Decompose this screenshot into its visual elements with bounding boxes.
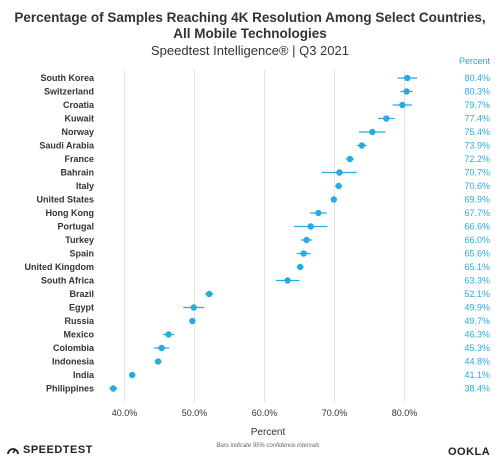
value-label: 65.1% bbox=[464, 262, 490, 272]
x-tick-label: 70.0% bbox=[322, 408, 348, 418]
category-label: United States bbox=[36, 195, 94, 205]
value-label: 70.6% bbox=[464, 181, 490, 191]
value-label: 63.3% bbox=[464, 276, 490, 286]
data-point bbox=[284, 277, 291, 284]
category-label: Russia bbox=[64, 316, 95, 326]
data-point bbox=[399, 101, 406, 109]
ookla-logo: OOKLA bbox=[448, 446, 491, 458]
category-label: South Africa bbox=[41, 276, 95, 286]
value-label: 44.8% bbox=[464, 357, 490, 367]
value-label: 80.4% bbox=[464, 73, 490, 83]
value-label: 75.4% bbox=[464, 127, 490, 137]
data-point bbox=[303, 236, 310, 244]
value-label: 38.4% bbox=[464, 384, 490, 394]
value-label: 72.2% bbox=[464, 154, 490, 164]
category-label: Indonesia bbox=[52, 357, 95, 367]
category-label: Saudi Arabia bbox=[39, 141, 95, 151]
category-label: Hong Kong bbox=[46, 208, 95, 218]
value-label: 77.4% bbox=[464, 114, 490, 124]
category-label: Croatia bbox=[63, 100, 95, 110]
value-label: 69.9% bbox=[464, 195, 490, 205]
data-point bbox=[189, 317, 196, 325]
chart-note: Bars indicate 95% confidence intervals bbox=[216, 443, 319, 449]
category-label: Turkey bbox=[65, 235, 94, 245]
category-label: Brazil bbox=[69, 289, 94, 299]
data-point bbox=[404, 74, 411, 82]
data-point bbox=[297, 263, 304, 271]
x-axis-label: Percent bbox=[251, 427, 286, 438]
category-label: Mexico bbox=[63, 330, 94, 340]
data-point bbox=[158, 344, 165, 352]
data-point bbox=[154, 358, 162, 365]
category-label: Spain bbox=[69, 249, 94, 259]
category-label: Portugal bbox=[57, 222, 94, 232]
x-tick-label: 50.0% bbox=[182, 408, 208, 418]
value-column-header: Percent bbox=[459, 56, 491, 66]
data-point bbox=[110, 385, 117, 392]
value-label: 49.7% bbox=[464, 316, 490, 326]
chart-title-line-1: Percentage of Samples Reaching 4K Resolu… bbox=[14, 10, 486, 25]
value-label: 66.6% bbox=[464, 222, 490, 232]
data-point bbox=[190, 304, 197, 311]
category-label: Italy bbox=[76, 181, 94, 191]
speedtest-logo: SPEEDTEST bbox=[6, 444, 93, 456]
category-label: South Korea bbox=[40, 73, 94, 83]
data-point bbox=[358, 142, 365, 149]
data-point bbox=[336, 169, 343, 176]
value-label: 73.9% bbox=[464, 141, 490, 151]
category-label: Bahrain bbox=[60, 168, 94, 178]
data-point bbox=[129, 371, 136, 379]
category-label: Colombia bbox=[53, 343, 95, 353]
value-label: 52.1% bbox=[464, 289, 490, 299]
data-point bbox=[369, 128, 376, 136]
category-label: Norway bbox=[61, 127, 94, 137]
data-point bbox=[300, 250, 307, 257]
data-point bbox=[206, 290, 213, 298]
value-label: 66.0% bbox=[464, 235, 490, 245]
value-label: 65.6% bbox=[464, 249, 490, 259]
category-label: Philippines bbox=[46, 384, 94, 394]
value-label: 41.1% bbox=[464, 370, 490, 380]
x-tick-label: 60.0% bbox=[252, 408, 278, 418]
value-label: 80.3% bbox=[464, 87, 490, 97]
category-label: France bbox=[64, 154, 94, 164]
category-label: Egypt bbox=[69, 303, 94, 313]
data-point bbox=[330, 196, 337, 203]
data-point bbox=[335, 182, 342, 190]
value-label: 49.9% bbox=[464, 303, 490, 313]
value-label: 45.3% bbox=[464, 343, 490, 353]
data-point bbox=[383, 115, 390, 122]
data-point bbox=[315, 209, 322, 217]
chart-title-line-2: All Mobile Technologies bbox=[173, 26, 327, 41]
value-label: 46.3% bbox=[464, 330, 490, 340]
x-tick-label: 40.0% bbox=[112, 408, 138, 418]
speedtest-brand-text: SPEEDTEST bbox=[23, 444, 93, 456]
category-label: Switzerland bbox=[44, 87, 94, 97]
speedtest-gauge-icon bbox=[7, 448, 19, 455]
data-point bbox=[403, 88, 410, 95]
data-point bbox=[307, 223, 314, 230]
data-point bbox=[346, 155, 354, 163]
category-label: United Kingdom bbox=[25, 262, 95, 272]
data-point bbox=[165, 331, 172, 338]
value-label: 79.7% bbox=[464, 100, 490, 110]
category-label: Kuwait bbox=[64, 114, 94, 124]
value-label: 70.7% bbox=[464, 168, 490, 178]
chart-subtitle: Speedtest Intelligence® | Q3 2021 bbox=[151, 43, 349, 58]
category-label: India bbox=[73, 370, 95, 380]
x-tick-label: 80.0% bbox=[392, 408, 418, 418]
value-label: 67.7% bbox=[464, 208, 490, 218]
